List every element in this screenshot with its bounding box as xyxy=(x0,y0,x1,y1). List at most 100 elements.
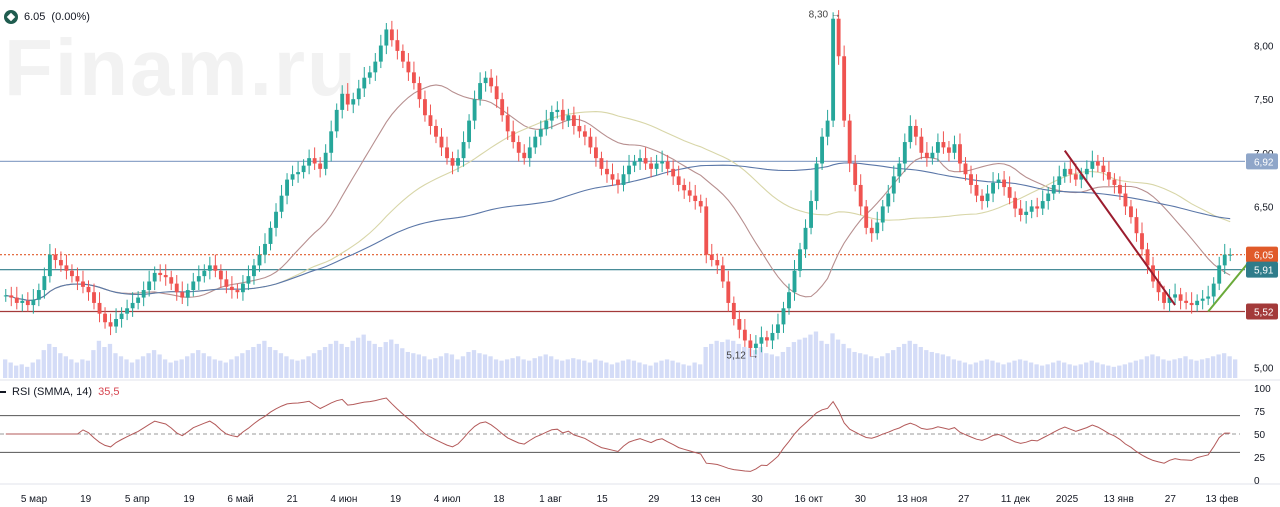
time-axis-label: 4 июн xyxy=(330,494,357,505)
volume-bar xyxy=(1122,364,1128,378)
candle-body xyxy=(1117,184,1122,194)
candle-body xyxy=(538,129,543,137)
candle-body xyxy=(136,297,141,303)
volume-bar xyxy=(1100,364,1105,378)
max-annotation: 8,30 → xyxy=(809,9,841,20)
candle-body xyxy=(610,174,615,180)
candle-body xyxy=(825,120,830,137)
volume-bar xyxy=(168,362,173,378)
volume-bar xyxy=(1034,364,1039,378)
volume-bar xyxy=(74,362,80,378)
candle-body xyxy=(3,295,8,297)
volume-bar xyxy=(394,343,399,378)
candle-body xyxy=(1184,300,1189,303)
volume-bar xyxy=(1128,362,1133,378)
volume-bar xyxy=(455,359,460,378)
candle-body xyxy=(1084,168,1089,175)
volume-bar xyxy=(218,360,223,378)
candle-body xyxy=(941,142,946,148)
volume-bar xyxy=(240,353,245,378)
candle-body xyxy=(1156,281,1161,293)
volume-bar xyxy=(1172,359,1177,378)
volume-bar xyxy=(157,354,162,378)
volume-bar xyxy=(642,364,648,378)
volume-bar xyxy=(973,362,979,378)
candle-body xyxy=(14,297,19,303)
volume-bar xyxy=(146,353,151,378)
candle-body xyxy=(312,158,317,164)
candle-body xyxy=(395,40,400,51)
candle-body xyxy=(831,18,836,121)
time-axis-label: 6 май xyxy=(227,494,253,505)
collapse-icon[interactable] xyxy=(0,391,6,393)
candle-body xyxy=(218,270,223,280)
ticker-logo-icon[interactable] xyxy=(4,10,18,24)
volume-bar xyxy=(538,356,543,378)
candle-body xyxy=(290,174,295,180)
volume-bar xyxy=(504,359,510,378)
volume-bar xyxy=(990,360,995,378)
volume-bar xyxy=(995,362,1001,378)
volume-bar xyxy=(289,359,295,378)
volume-bar xyxy=(868,356,874,378)
candle-body xyxy=(1123,193,1128,207)
candle-body xyxy=(169,277,174,284)
volume-bar xyxy=(196,350,201,378)
volume-bar xyxy=(135,359,140,378)
volume-bar xyxy=(863,354,868,378)
candle-body xyxy=(334,109,339,132)
candle-body xyxy=(92,292,96,303)
candle-body xyxy=(285,179,289,196)
candle-body xyxy=(97,302,102,314)
volume-bar xyxy=(411,353,416,378)
volume-bar xyxy=(477,353,482,378)
candle-body xyxy=(759,337,764,344)
candle-body xyxy=(1068,168,1073,175)
candle-body xyxy=(814,163,819,202)
volume-bar xyxy=(686,365,692,378)
candle-body xyxy=(549,112,554,121)
volume-bar xyxy=(841,343,846,378)
volume-bar xyxy=(234,356,239,378)
volume-bar xyxy=(813,331,819,378)
candle-body xyxy=(1173,294,1178,298)
volume-bar xyxy=(102,347,107,378)
candle-body xyxy=(930,152,935,159)
candle-body xyxy=(908,125,913,143)
volume-bar xyxy=(1073,365,1078,378)
volume-bar xyxy=(19,364,24,378)
candle-body xyxy=(25,300,30,306)
volume-bar xyxy=(278,353,284,378)
candle-body xyxy=(213,265,218,271)
volume-bar xyxy=(653,362,659,378)
candle-body xyxy=(428,115,433,126)
volume-bar xyxy=(1039,365,1045,378)
candle-body xyxy=(698,201,703,207)
volume-bar xyxy=(1221,353,1227,378)
candle-body xyxy=(776,324,780,333)
time-axis-label: 4 июл xyxy=(434,494,461,505)
candle-body xyxy=(185,290,190,298)
volume-bar xyxy=(913,343,918,378)
time-axis-label: 5 апр xyxy=(125,494,150,505)
candle-body xyxy=(913,125,918,137)
volume-bar xyxy=(433,358,438,378)
volume-bar xyxy=(835,339,841,378)
volume-bar xyxy=(515,356,521,378)
candle-body xyxy=(1040,201,1045,209)
volume-bar xyxy=(1199,359,1205,378)
candle-body xyxy=(1073,174,1078,180)
time-axis-label: 11 дек xyxy=(1001,494,1031,505)
price-tick-label: 6,50 xyxy=(1254,202,1274,213)
volume-bar xyxy=(107,343,113,378)
candle-body xyxy=(952,144,957,153)
candle-body xyxy=(229,286,234,291)
candle-body xyxy=(577,125,582,132)
candle-body xyxy=(246,276,251,284)
volume-bar xyxy=(604,362,609,378)
candle-body xyxy=(114,319,119,327)
candle-body xyxy=(991,182,995,194)
candle-body xyxy=(340,93,345,110)
volume-bar xyxy=(681,364,686,378)
